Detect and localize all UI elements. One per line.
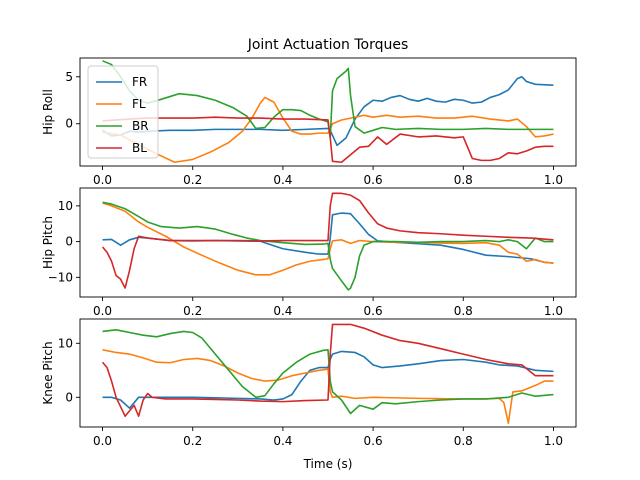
y-axis-label: Hip Roll (41, 89, 55, 135)
axes-frame (79, 187, 577, 298)
x-tick-label: 0.0 (93, 434, 112, 448)
legend-label-br: BR (132, 119, 149, 133)
x-tick-label: 0.2 (183, 304, 202, 318)
x-tick-label: 0.6 (364, 304, 383, 318)
series-group (102, 60, 554, 164)
series-group (101, 192, 554, 291)
x-tick-label: 0.0 (93, 304, 112, 318)
series-line-bl (101, 323, 554, 417)
x-tick-label: 0.2 (183, 173, 202, 187)
axes-frame (79, 318, 577, 428)
legend-label-bl: BL (132, 141, 147, 155)
y-axis-label: Hip Pitch (41, 216, 55, 269)
series-line-fl (102, 96, 554, 164)
subplot-1: 0.0 0.2 0.4 0.6 0.8 1.0 0 5 Hip Roll (41, 57, 577, 187)
series-line-bl (101, 192, 554, 289)
series-group (101, 323, 554, 425)
x-tick-label: 1.0 (544, 173, 563, 187)
series-line-br (102, 201, 554, 291)
axes-frame (79, 57, 577, 167)
y-axis-label: Knee Pitch (41, 341, 55, 404)
series-line-fr (102, 350, 554, 409)
x-tick-label: 0.0 (93, 173, 112, 187)
series-line-fl (102, 348, 554, 425)
x-axis-label: Time (s) (303, 457, 353, 471)
legend-label-fr: FR (132, 75, 147, 89)
y-tick-label: 0 (65, 117, 73, 131)
chart-title: Joint Actuation Torques (247, 37, 409, 53)
x-tick-label: 0.4 (273, 304, 292, 318)
x-tick-label: 0.2 (183, 434, 202, 448)
x-tick-label: 0.8 (454, 434, 473, 448)
y-tick-label: 10 (58, 199, 73, 213)
x-tick-label: 0.6 (364, 434, 383, 448)
series-line-br (102, 329, 554, 415)
x-tick-label: 0.8 (454, 304, 473, 318)
series-line-fl (102, 202, 554, 276)
legend-box (87, 65, 159, 159)
y-tick-label: 0 (65, 235, 73, 249)
y-tick-label: 0 (65, 390, 73, 404)
y-tick-label: −10 (48, 270, 73, 284)
y-tick-label: 10 (58, 336, 73, 350)
x-tick-label: 1.0 (544, 434, 563, 448)
legend: FR FL BR BL (87, 65, 159, 159)
x-tick-label: 0.4 (273, 173, 292, 187)
x-tick-label: 0.6 (364, 173, 383, 187)
subplots: 0.0 0.2 0.4 0.6 0.8 1.0 0 5 Hip Roll 0.0 0.2 0.4 0.6… (41, 57, 577, 448)
legend-label-fl: FL (132, 97, 146, 111)
series-line-fr (102, 75, 554, 147)
series-line-bl (102, 116, 554, 164)
x-tick-label: 0.8 (454, 173, 473, 187)
x-tick-label: 1.0 (544, 304, 563, 318)
y-tick-label: 5 (65, 70, 73, 84)
x-tick-label: 0.4 (273, 434, 292, 448)
